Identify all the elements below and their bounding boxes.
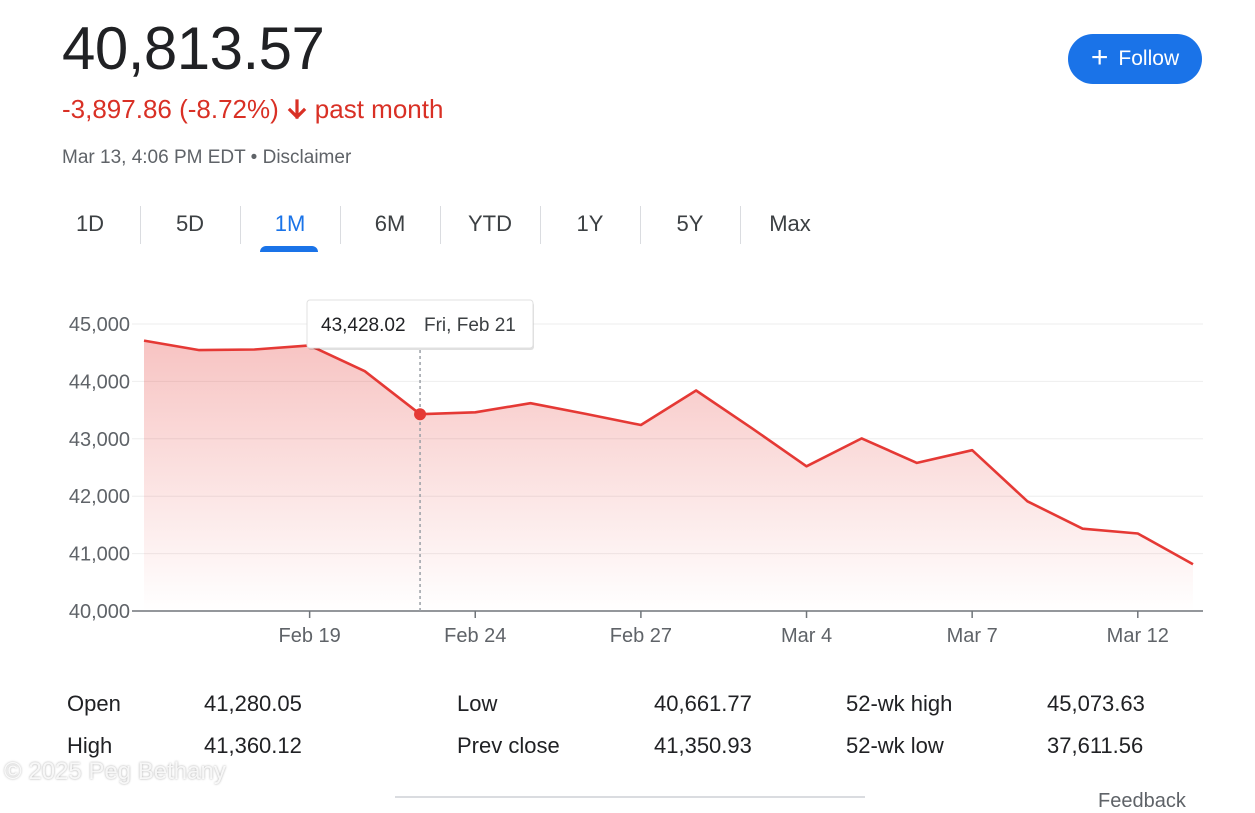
current-price: 40,813.57 bbox=[62, 15, 325, 82]
x-tick-label: Mar 12 bbox=[1107, 625, 1169, 647]
stats-values-2: 40,661.77 41,350.93 bbox=[654, 684, 752, 768]
stat-label-high: High bbox=[67, 733, 113, 758]
x-tick-label: Mar 7 bbox=[947, 625, 998, 647]
hover-point bbox=[414, 408, 427, 421]
follow-button[interactable]: + Follow bbox=[1068, 34, 1202, 84]
tooltip-date: Fri, Feb 21 bbox=[424, 315, 516, 336]
x-tick-label: Feb 27 bbox=[610, 625, 672, 647]
price-chart[interactable]: 40,000 41,000 42,000 43,000 44,000 45,000 Feb … bbox=[0, 280, 1255, 660]
follow-label: Follow bbox=[1118, 47, 1180, 70]
tab-1d[interactable]: 1D bbox=[75, 211, 105, 236]
plus-icon: + bbox=[1090, 40, 1109, 74]
stat-label-open: Open bbox=[67, 691, 121, 716]
stat-value-low: 40,661.77 bbox=[654, 691, 752, 716]
stats-values-1: 41,280.05 41,360.12 bbox=[204, 684, 302, 768]
x-tick-label: Mar 4 bbox=[781, 625, 832, 647]
feedback-link[interactable]: Feedback bbox=[1098, 790, 1186, 812]
tab-max[interactable]: Max bbox=[740, 200, 840, 248]
tab-6m[interactable]: 6M bbox=[340, 200, 440, 248]
tab-1m[interactable]: 1M bbox=[240, 200, 340, 252]
stat-label-prev-close: Prev close bbox=[457, 733, 560, 758]
stat-value-high: 41,360.12 bbox=[204, 733, 302, 758]
separator: • bbox=[250, 147, 258, 168]
y-tick-label: 44,000 bbox=[69, 371, 130, 393]
timestamp: Mar 13, 4:06 PM EDT bbox=[62, 147, 246, 168]
timestamp-line: Mar 13, 4:06 PM EDT • Disclaimer bbox=[62, 147, 351, 169]
stats-labels-3: 52-wk high 52-wk low bbox=[846, 684, 952, 768]
price-change: -3,897.86 (-8.72%) past month bbox=[62, 94, 443, 125]
tab-5d[interactable]: 5D bbox=[140, 200, 240, 248]
stats-labels-2: Low Prev close bbox=[457, 684, 560, 768]
series-line bbox=[143, 339, 1194, 566]
tooltip-box bbox=[306, 299, 534, 349]
tab-5y[interactable]: 5Y bbox=[640, 200, 740, 248]
stat-label-52wk-low: 52-wk low bbox=[846, 733, 944, 758]
change-amount: -3,897.86 (-8.72%) bbox=[62, 94, 279, 124]
disclaimer-link[interactable]: Disclaimer bbox=[262, 147, 352, 168]
y-tick-label: 43,000 bbox=[69, 429, 130, 451]
range-tabs: 1D 5D 1M 6M YTD 1Y 5Y Max bbox=[40, 200, 840, 252]
tooltip-value: 43,428.02 bbox=[321, 315, 406, 336]
change-period: past month bbox=[314, 94, 444, 124]
x-tick-label: Feb 19 bbox=[278, 625, 340, 647]
stat-label-52wk-high: 52-wk high bbox=[846, 691, 953, 716]
stats-labels-1: Open High bbox=[67, 684, 121, 768]
y-tick-label: 45,000 bbox=[69, 314, 130, 336]
y-tick-label: 40,000 bbox=[69, 601, 130, 623]
stat-value-open: 41,280.05 bbox=[204, 691, 302, 716]
stat-value-52wk-low: 37,611.56 bbox=[1047, 733, 1144, 758]
stat-value-52wk-high: 45,073.63 bbox=[1047, 691, 1145, 716]
stat-label-low: Low bbox=[457, 691, 498, 716]
x-tick-label: Feb 24 bbox=[444, 625, 506, 647]
copyright-watermark: © 2025 Peg Bethany bbox=[4, 758, 226, 785]
stats-values-3: 45,073.63 37,611.56 bbox=[1047, 684, 1145, 768]
arrow-down-icon bbox=[287, 98, 307, 119]
tab-ytd[interactable]: YTD bbox=[440, 200, 540, 248]
tab-1y[interactable]: 1Y bbox=[540, 200, 640, 248]
divider bbox=[395, 796, 865, 798]
y-tick-label: 41,000 bbox=[69, 544, 130, 566]
stat-value-prev-close: 41,350.93 bbox=[654, 733, 752, 758]
y-tick-label: 42,000 bbox=[69, 486, 130, 508]
area-fill bbox=[144, 340, 1193, 611]
